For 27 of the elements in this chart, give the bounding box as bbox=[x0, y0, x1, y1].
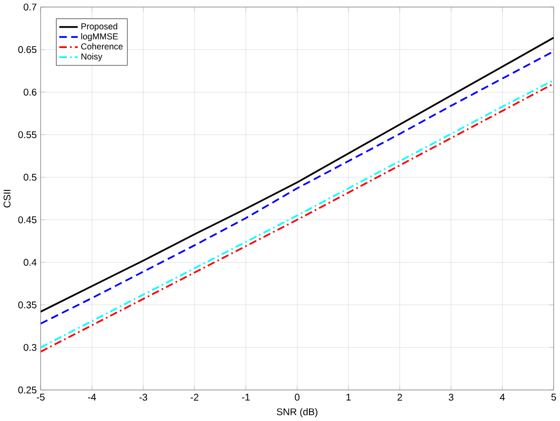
y-tick-label: 0.55 bbox=[18, 131, 36, 138]
y-tick-label: 0.4 bbox=[24, 259, 37, 266]
x-tick-label: -5 bbox=[36, 394, 45, 401]
x-tick-label: 3 bbox=[448, 394, 454, 401]
legend-label: Noisy bbox=[81, 53, 102, 62]
x-tick-label: 4 bbox=[500, 394, 505, 401]
x-tick-label: -2 bbox=[190, 394, 198, 401]
x-tick-label: 0 bbox=[294, 394, 300, 401]
y-tick-label: 0.65 bbox=[18, 46, 36, 54]
legend-label: Proposed bbox=[81, 23, 118, 32]
legend-label: Coherence bbox=[81, 43, 123, 50]
x-tick-label: 5 bbox=[551, 394, 556, 401]
x-tick-label: -1 bbox=[242, 394, 250, 401]
y-tick-label: 0.5 bbox=[24, 174, 36, 181]
x-tick-label: 1 bbox=[346, 394, 351, 401]
y-tick-label: 0.6 bbox=[24, 88, 36, 96]
y-tick-label: 0.45 bbox=[18, 216, 36, 224]
y-tick-label: 0.35 bbox=[18, 302, 36, 308]
y-tick-label: 0.3 bbox=[24, 344, 36, 351]
x-tick-label: 2 bbox=[398, 394, 402, 401]
x-tick-label: -3 bbox=[139, 394, 148, 401]
x-tick-label: -4 bbox=[88, 394, 96, 401]
y-tick-label: 0.25 bbox=[18, 386, 36, 394]
y-axis-title: CSII bbox=[4, 190, 10, 208]
legend-label: logMMSE bbox=[81, 33, 118, 42]
y-tick-label: 0.7 bbox=[24, 4, 36, 11]
x-axis-title: SNR (dB) bbox=[276, 408, 318, 418]
